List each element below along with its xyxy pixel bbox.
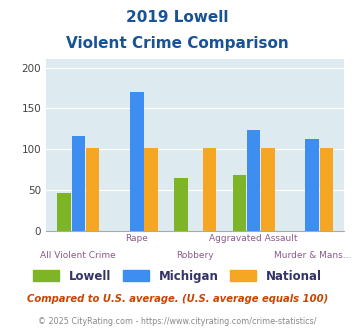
Bar bbox=[72, 136, 85, 231]
Bar bbox=[144, 148, 158, 231]
Text: Murder & Mans...: Murder & Mans... bbox=[273, 251, 351, 260]
Bar bbox=[174, 178, 188, 231]
Text: Rape: Rape bbox=[125, 234, 148, 243]
Bar bbox=[57, 193, 71, 231]
Bar bbox=[305, 140, 319, 231]
Text: Compared to U.S. average. (U.S. average equals 100): Compared to U.S. average. (U.S. average … bbox=[27, 294, 328, 304]
Text: Aggravated Assault: Aggravated Assault bbox=[209, 234, 298, 243]
Text: Violent Crime Comparison: Violent Crime Comparison bbox=[66, 36, 289, 51]
Bar bbox=[130, 92, 143, 231]
Text: Robbery: Robbery bbox=[176, 251, 214, 260]
Bar bbox=[86, 148, 99, 231]
Text: © 2025 CityRating.com - https://www.cityrating.com/crime-statistics/: © 2025 CityRating.com - https://www.city… bbox=[38, 317, 317, 326]
Bar bbox=[247, 130, 261, 231]
Bar bbox=[320, 148, 333, 231]
Legend: Lowell, Michigan, National: Lowell, Michigan, National bbox=[29, 265, 326, 287]
Bar bbox=[203, 148, 216, 231]
Bar bbox=[261, 148, 275, 231]
Text: 2019 Lowell: 2019 Lowell bbox=[126, 10, 229, 25]
Bar bbox=[233, 176, 246, 231]
Text: All Violent Crime: All Violent Crime bbox=[40, 251, 116, 260]
